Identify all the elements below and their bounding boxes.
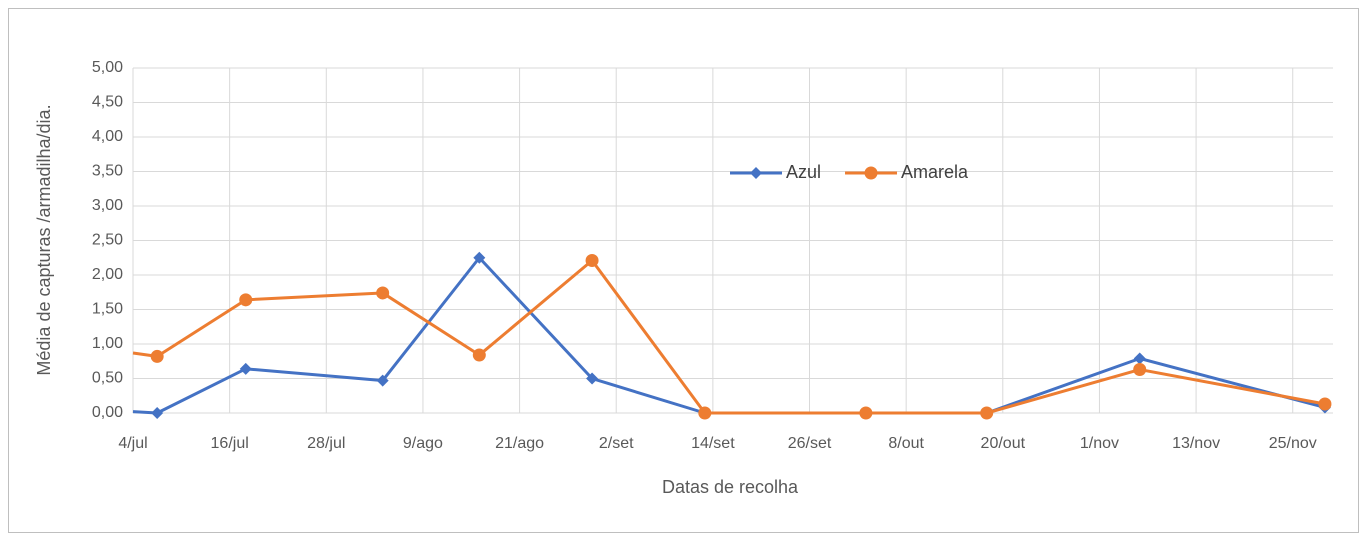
y-tick-label: 4,00 xyxy=(92,128,123,145)
x-tick-label: 25/nov xyxy=(1269,435,1317,452)
chart-border xyxy=(8,8,1359,533)
y-axis-label: Média de capturas /armadilha/dia. xyxy=(34,104,54,375)
x-axis-label: Datas de recolha xyxy=(662,477,799,497)
legend-marker xyxy=(864,166,878,180)
x-tick-label: 1/nov xyxy=(1080,435,1119,452)
x-tick-label: 14/set xyxy=(691,435,735,452)
marker xyxy=(698,406,712,420)
marker xyxy=(472,348,486,362)
y-tick-label: 4,50 xyxy=(92,94,123,111)
y-tick-label: 5,00 xyxy=(92,59,123,76)
y-tick-label: 0,50 xyxy=(92,370,123,387)
y-tick-label: 3,00 xyxy=(92,197,123,214)
marker xyxy=(586,372,599,385)
marker xyxy=(859,406,873,420)
x-tick-label: 21/ago xyxy=(495,435,544,452)
marker xyxy=(473,251,486,264)
x-tick-label: 4/jul xyxy=(118,435,147,452)
x-tick-label: 28/jul xyxy=(307,435,345,452)
marker xyxy=(1133,363,1147,377)
legend-label: Azul xyxy=(786,162,821,182)
y-tick-label: 2,00 xyxy=(92,266,123,283)
marker xyxy=(151,407,164,419)
y-tick-label: 3,50 xyxy=(92,163,123,180)
marker xyxy=(239,362,252,375)
y-tick-label: 1,50 xyxy=(92,301,123,318)
y-tick-label: 1,00 xyxy=(92,335,123,352)
x-tick-label: 13/nov xyxy=(1172,435,1220,452)
x-tick-label: 9/ago xyxy=(403,435,443,452)
x-tick-label: 8/out xyxy=(888,435,924,452)
marker xyxy=(376,286,390,300)
y-tick-label: 2,50 xyxy=(92,232,123,249)
legend-marker xyxy=(750,167,762,179)
marker xyxy=(239,293,253,307)
x-tick-label: 2/set xyxy=(599,435,634,452)
marker xyxy=(376,374,389,387)
y-tick-label: 0,00 xyxy=(92,404,123,421)
x-tick-label: 26/set xyxy=(788,435,832,452)
marker xyxy=(1318,397,1332,411)
marker xyxy=(1133,352,1146,365)
marker xyxy=(980,406,994,420)
marker xyxy=(585,254,599,268)
marker xyxy=(150,349,164,363)
x-tick-label: 16/jul xyxy=(211,435,249,452)
x-tick-label: 20/out xyxy=(981,435,1026,452)
legend-label: Amarela xyxy=(901,162,969,182)
